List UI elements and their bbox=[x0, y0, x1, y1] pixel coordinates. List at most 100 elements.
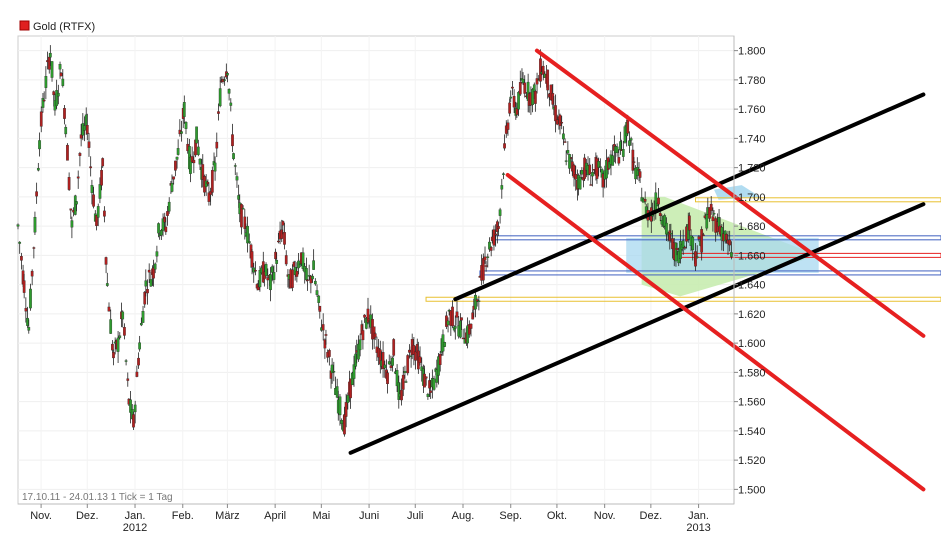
candle-body bbox=[492, 229, 496, 246]
candle-body bbox=[104, 257, 108, 265]
candle-body bbox=[426, 394, 430, 397]
candle-body bbox=[210, 170, 214, 193]
candle-body bbox=[195, 126, 198, 144]
candle-body bbox=[95, 215, 98, 226]
candle-body bbox=[435, 369, 439, 383]
candle-body bbox=[386, 372, 389, 385]
candle-body bbox=[438, 353, 442, 365]
candle-body bbox=[79, 134, 83, 139]
candle-body bbox=[152, 267, 155, 279]
candle-body bbox=[412, 345, 416, 355]
candle-body bbox=[389, 365, 393, 368]
candle-body bbox=[658, 212, 662, 216]
candle-body bbox=[160, 229, 163, 236]
x-tick-label: Dez. bbox=[76, 510, 99, 522]
candle-body bbox=[327, 350, 331, 357]
candle-body bbox=[89, 166, 93, 169]
candle-body bbox=[67, 177, 71, 190]
candle-body bbox=[217, 111, 220, 114]
candle-body bbox=[182, 102, 186, 117]
candle-body bbox=[475, 299, 479, 302]
candle-body bbox=[629, 138, 633, 141]
candle-body bbox=[243, 216, 247, 229]
candle-body bbox=[574, 174, 578, 180]
candle-body bbox=[432, 378, 436, 390]
candle-body bbox=[343, 414, 346, 435]
candle-body bbox=[48, 52, 52, 58]
candle-body bbox=[700, 229, 704, 253]
candle-body bbox=[481, 258, 485, 281]
candle-body bbox=[346, 395, 350, 403]
candle-body bbox=[705, 214, 709, 229]
x-tick-label: Nov. bbox=[30, 510, 52, 522]
candle-body bbox=[695, 256, 699, 258]
candle-body bbox=[317, 295, 321, 303]
candle-body bbox=[591, 172, 594, 177]
candle-body bbox=[246, 225, 249, 244]
candle-body bbox=[180, 131, 183, 134]
candle-body bbox=[27, 327, 31, 331]
x-year-label: 2012 bbox=[123, 522, 147, 534]
candle-body bbox=[232, 153, 235, 160]
candle-body bbox=[284, 255, 288, 265]
candle-body bbox=[580, 170, 584, 175]
candle-body bbox=[391, 357, 394, 366]
x-tick-label: Aug. bbox=[452, 510, 475, 522]
candle-body bbox=[344, 402, 348, 417]
candle-body bbox=[318, 305, 322, 312]
candle-body bbox=[155, 251, 159, 257]
candle-body bbox=[141, 311, 145, 323]
candle-body bbox=[392, 339, 396, 356]
candle-body bbox=[730, 252, 733, 257]
candle-body bbox=[70, 220, 74, 228]
candle-body bbox=[174, 160, 177, 171]
candle-body bbox=[488, 241, 491, 250]
candle-body bbox=[349, 378, 352, 399]
candle-body bbox=[147, 269, 151, 273]
candle-body bbox=[184, 122, 188, 129]
trend-lines bbox=[348, 48, 926, 492]
candle-body bbox=[121, 311, 125, 320]
candle-body bbox=[340, 420, 344, 424]
candle-body bbox=[588, 164, 592, 175]
candle-body bbox=[443, 342, 447, 347]
candle-body bbox=[500, 185, 504, 190]
candle-body bbox=[469, 323, 473, 329]
candle-body bbox=[42, 99, 46, 102]
candle-body bbox=[90, 185, 94, 193]
candle-body bbox=[437, 356, 440, 376]
candle-body bbox=[22, 280, 26, 293]
y-tick-label: 1.640 bbox=[738, 280, 766, 292]
candle-body bbox=[198, 158, 202, 165]
candle-body bbox=[503, 143, 506, 149]
candle-body bbox=[215, 141, 219, 149]
candle-body bbox=[541, 65, 545, 75]
candle-body bbox=[55, 90, 58, 106]
candle-body bbox=[657, 197, 660, 205]
candle-body bbox=[111, 343, 114, 351]
candle-body bbox=[305, 268, 308, 281]
candle-body bbox=[166, 211, 169, 216]
trend-line-red bbox=[505, 172, 926, 492]
candle-body bbox=[595, 158, 599, 179]
candle-body bbox=[157, 223, 160, 234]
candle-body bbox=[36, 168, 40, 171]
candle-body bbox=[515, 108, 519, 115]
candle-body bbox=[638, 171, 642, 178]
candle-body bbox=[555, 119, 559, 125]
candle-body bbox=[61, 78, 65, 86]
legend-swatch bbox=[19, 20, 30, 31]
candle-body bbox=[589, 184, 593, 186]
candle-body bbox=[494, 233, 497, 236]
candle-body bbox=[404, 381, 408, 383]
candle-body bbox=[83, 125, 86, 131]
candle-body bbox=[598, 166, 602, 168]
candle-body bbox=[694, 251, 697, 267]
y-tick-label: 1.580 bbox=[738, 367, 766, 379]
candles bbox=[16, 45, 733, 437]
candle-body bbox=[615, 146, 619, 154]
candle-body bbox=[509, 96, 513, 99]
candle-body bbox=[52, 91, 56, 96]
